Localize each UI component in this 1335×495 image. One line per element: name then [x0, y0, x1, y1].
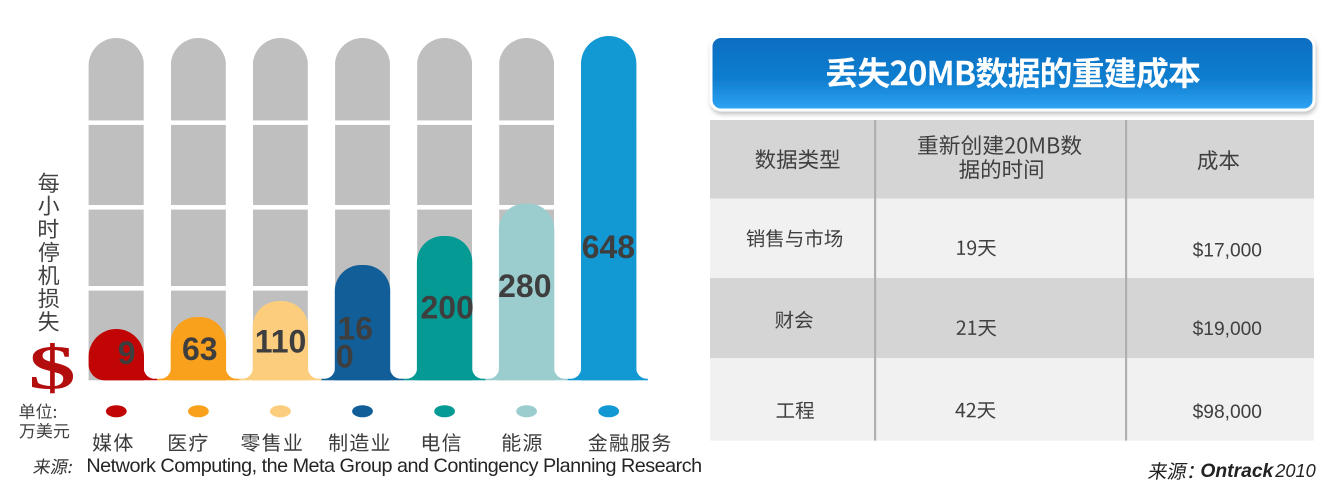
svg-text:2010: 2010	[1274, 461, 1315, 481]
svg-text:63: 63	[182, 331, 218, 367]
svg-text:Network Computing, the Meta Gr: Network Computing, the Meta Group and Co…	[86, 455, 701, 477]
svg-text:$: $	[29, 334, 76, 402]
svg-text:200: 200	[421, 290, 474, 326]
svg-text:110: 110	[255, 323, 307, 359]
svg-text:0: 0	[336, 339, 354, 375]
svg-text:$19,000: $19,000	[1193, 319, 1262, 340]
svg-text:$98,000: $98,000	[1193, 402, 1262, 423]
svg-text:9: 9	[118, 335, 136, 371]
svg-text:Ontrack: Ontrack	[1200, 461, 1274, 482]
svg-text:$17,000: $17,000	[1193, 241, 1262, 262]
svg-text:648: 648	[582, 229, 635, 265]
svg-text:16: 16	[337, 311, 373, 347]
svg-text:280: 280	[498, 268, 551, 304]
